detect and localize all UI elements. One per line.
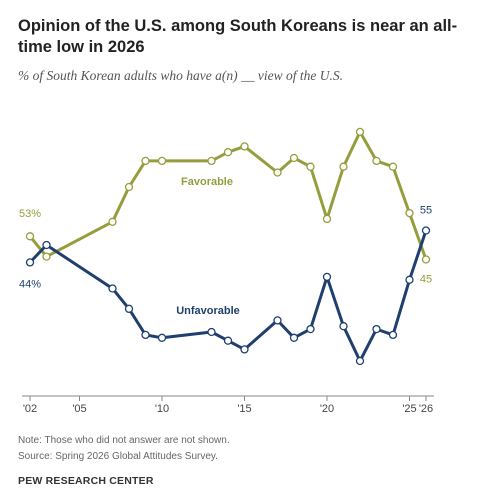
x-tick-label: '20 [320, 403, 334, 415]
point [42, 252, 51, 261]
value-label: 53% [19, 208, 41, 220]
x-tick-label: '05 [72, 403, 86, 415]
point [306, 162, 315, 171]
point [306, 324, 315, 334]
point [405, 208, 414, 218]
point [273, 316, 282, 325]
series-label: Favorable [181, 176, 233, 188]
point [157, 333, 167, 342]
point [157, 156, 167, 166]
point [372, 324, 381, 334]
point [355, 356, 365, 366]
point [388, 330, 398, 340]
x-tick-label: '02 [23, 403, 37, 415]
point [141, 330, 150, 340]
point [322, 272, 332, 282]
point [240, 142, 249, 151]
chart-title: Opinion of the U.S. among South Koreans … [18, 17, 458, 56]
x-tick-label: '15 [237, 403, 251, 415]
point [322, 214, 332, 224]
x-tick-label: '10 [155, 403, 169, 415]
chart-subtitle: % of South Korean adults who have a(n) _… [18, 68, 343, 83]
credit: PEW RESEARCH CENTER [18, 475, 154, 487]
point [421, 255, 431, 264]
point [339, 322, 348, 331]
point [223, 148, 233, 157]
point [339, 162, 348, 171]
point [273, 168, 282, 177]
point [240, 345, 249, 354]
point [372, 156, 381, 166]
point [388, 162, 398, 171]
value-label: 55 [420, 204, 432, 216]
point [25, 258, 35, 267]
point [289, 333, 299, 342]
point [141, 156, 150, 166]
source: Source: Spring 2026 Global Attitudes Sur… [18, 451, 218, 462]
point [405, 275, 414, 284]
point [207, 327, 216, 337]
point [421, 226, 431, 235]
point [207, 156, 216, 166]
point [108, 284, 117, 293]
x-tick-label: '25 [402, 403, 416, 415]
point [25, 232, 35, 241]
x-tick-label: '26 [419, 403, 433, 415]
note: Note: Those who did not answer are not s… [18, 435, 230, 446]
point [124, 304, 134, 313]
point [108, 217, 117, 226]
series-label: Unfavorable [176, 305, 240, 317]
value-label: 44% [19, 278, 41, 290]
point [289, 153, 299, 163]
point [223, 336, 233, 345]
point [124, 182, 134, 192]
point [42, 240, 51, 250]
point [355, 127, 365, 137]
value-label: 45 [420, 273, 432, 285]
